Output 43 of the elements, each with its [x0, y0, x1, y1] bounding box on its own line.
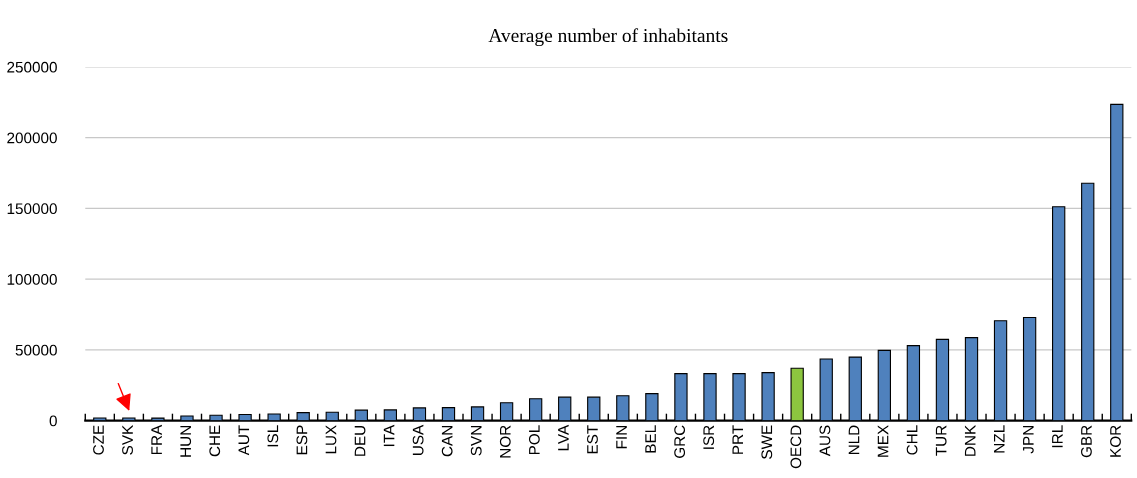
x-tick-label: PRT	[732, 425, 743, 454]
x-tick-label: OECD	[790, 425, 802, 469]
x-tick-label: NZL	[994, 425, 1005, 453]
x-tick-label: FIN	[616, 426, 627, 449]
y-tick-label: 150000	[7, 203, 57, 215]
x-tick-label: MEX	[877, 425, 889, 457]
y-tick-label: 50000	[15, 344, 57, 356]
x-tick-label: EST	[587, 425, 598, 454]
x-tick-label: AUT	[238, 425, 250, 456]
y-tick-label: 0	[49, 415, 57, 427]
y-tick-label: 250000	[7, 61, 57, 73]
chart-title: Average number of inhabitants	[488, 28, 728, 47]
x-tick-label: ITA	[383, 424, 395, 447]
x-tick-label: POL	[528, 425, 540, 455]
x-tick-label: HUN	[180, 426, 192, 457]
y-tick-label: 100000	[7, 274, 57, 285]
x-tick-label: NOR	[499, 425, 511, 458]
x-tick-label: SVK	[122, 424, 133, 455]
x-tick-label: GBR	[1081, 425, 1092, 458]
x-tick-label: LUX	[325, 425, 337, 454]
x-tick-label: ISL	[267, 425, 279, 447]
x-tick-label: AUS	[819, 425, 831, 457]
x-tick-label: IRL	[1052, 425, 1063, 448]
x-tick-label: SVN	[470, 426, 482, 456]
x-tick-label: CHE	[209, 425, 221, 457]
x-tick-label: NLD	[848, 425, 860, 455]
x-tick-label: KOR	[1110, 425, 1121, 457]
x-tick-label: CAN	[441, 426, 453, 457]
y-tick-label: 200000	[7, 132, 57, 144]
x-tick-label: CHL	[906, 425, 918, 455]
x-tick-label: BEL	[645, 425, 656, 453]
x-tick-label: USA	[412, 424, 424, 456]
x-tick-label: ISR	[703, 425, 715, 449]
x-tick-label: DNK	[964, 424, 976, 456]
x-tick-label: GRC	[674, 425, 686, 458]
x-tick-label: JPN	[1023, 426, 1034, 454]
x-tick-label: ESP	[296, 425, 308, 455]
x-tick-label: LVA	[558, 424, 569, 451]
x-tick-label: CZE	[93, 425, 104, 455]
x-tick-label: TUR	[935, 425, 947, 456]
x-tick-label: DEU	[354, 425, 366, 456]
x-tick-label: FRA	[151, 424, 162, 455]
x-tick-label: SWE	[761, 425, 773, 459]
